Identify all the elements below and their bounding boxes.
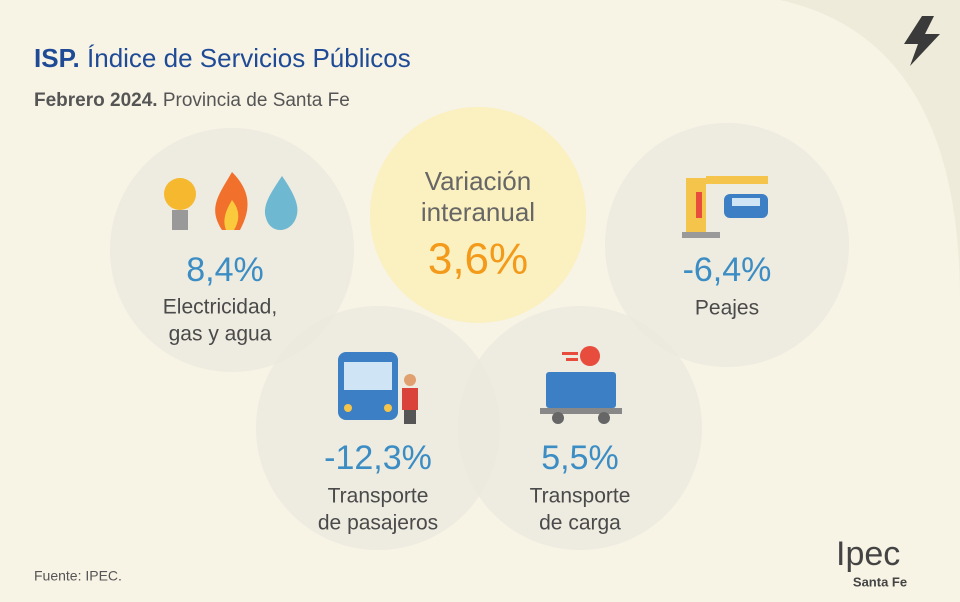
center-label: interanual <box>421 197 535 227</box>
corner-shape <box>780 0 960 300</box>
logo: Ipec <box>836 535 900 573</box>
lightning-icon <box>904 16 940 66</box>
item-label: Transporte <box>530 485 631 508</box>
item-label: de carga <box>539 512 621 535</box>
item-label: Electricidad, <box>163 296 277 319</box>
circle <box>256 306 500 550</box>
subtitle: Febrero 2024. Provincia de Santa Fe <box>34 90 350 111</box>
utility-icons <box>164 172 298 230</box>
center-label: Variación <box>425 166 531 196</box>
item-value: 5,5% <box>541 439 619 477</box>
item-label: Peajes <box>695 297 759 320</box>
text: Índice de Servicios Públicos <box>87 43 411 73</box>
logo-sub: Santa Fe <box>853 574 907 589</box>
text: Febrero 2024. <box>34 90 158 111</box>
item-value: -6,4% <box>683 251 772 289</box>
item-label: Transporte <box>328 485 429 508</box>
bus-icon <box>338 352 418 424</box>
center-circle <box>370 107 586 323</box>
text: Provincia de Santa Fe <box>163 90 350 111</box>
item-label: gas y agua <box>169 323 272 346</box>
item-value: -12,3% <box>324 439 432 477</box>
toll-icon <box>682 176 768 238</box>
item-value: 8,4% <box>186 251 264 289</box>
center-value: 3,6% <box>428 235 528 284</box>
item-label: de pasajeros <box>318 512 438 535</box>
cargo-icon <box>540 346 622 424</box>
source: Fuente: IPEC. <box>34 568 122 584</box>
text: ISP. <box>34 43 80 73</box>
circle <box>605 123 849 367</box>
title: ISP. Índice de Servicios Públicos <box>34 43 411 73</box>
circle <box>458 306 702 550</box>
